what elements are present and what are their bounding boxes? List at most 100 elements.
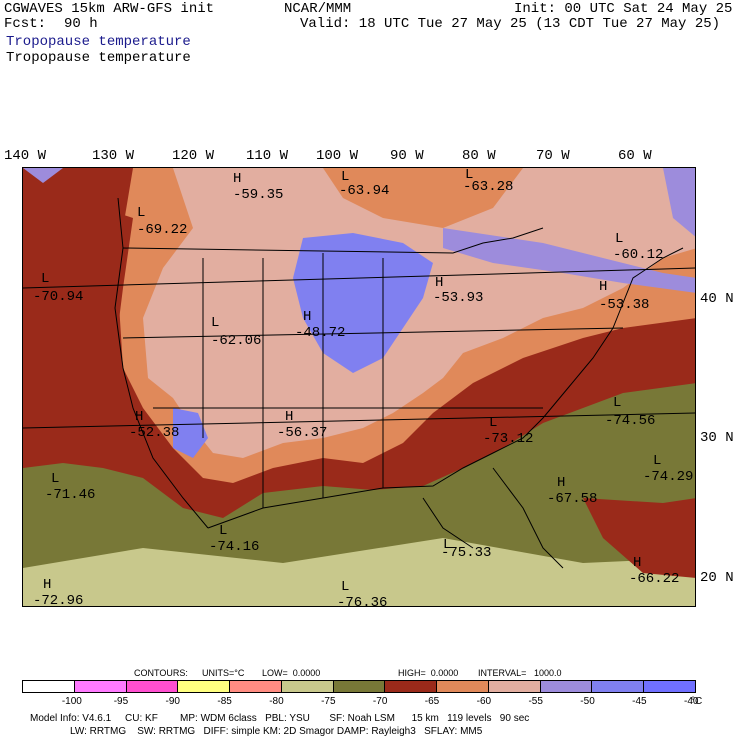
map-label-type: L (489, 415, 498, 431)
lon-label: 90 W (390, 148, 424, 164)
map-label-value: -74.16 (209, 539, 260, 555)
colorbar-swatch (540, 681, 593, 692)
fcst-label: Fcst: (4, 16, 47, 32)
lat-label: 40 N (700, 291, 734, 307)
map-label-type: H (435, 275, 444, 291)
map-label-type: L (341, 169, 350, 185)
field-title: Tropopause temperature (6, 50, 191, 66)
lon-label: 70 W (536, 148, 570, 164)
map-label-value: -62.06 (211, 333, 262, 349)
map-label-value: -56.37 (277, 425, 328, 441)
contours-interval: INTERVAL= 1000.0 (478, 668, 562, 678)
map-label-value: -71.46 (45, 487, 96, 503)
map-label-type: L (653, 453, 662, 469)
init-time: Init: 00 UTC Sat 24 May 25 (514, 1, 733, 17)
map-label-value: -76.36 (337, 595, 388, 607)
colorbar-tick-label: -80 (269, 696, 284, 707)
temperature-field-map (23, 168, 695, 606)
map-label-value: -70.94 (33, 289, 84, 305)
lon-label: 80 W (462, 148, 496, 164)
colorbar-swatch (385, 681, 438, 692)
colorbar-tick-label: -95 (113, 696, 129, 707)
map-label-type: L (341, 579, 350, 595)
map-label-type: L (137, 205, 146, 221)
lon-label: 140 W (4, 148, 47, 164)
colorbar-tick-label: -65 (424, 696, 440, 707)
map-label-type: H (557, 475, 566, 491)
map-label-value: -53.38 (599, 297, 650, 313)
map-label-value: -72.96 (33, 593, 84, 607)
physics-info-line: LW: RRTMG SW: RRTMG DIFF: simple KM: 2D … (70, 726, 483, 737)
colorbar-swatch (437, 681, 489, 692)
map-label-value: -74.56 (605, 413, 656, 429)
model-title: CGWAVES 15km ARW-GFS init (4, 1, 215, 17)
map-label-type: H (633, 555, 642, 571)
map-label-type: L (615, 231, 624, 247)
model-info-line: Model Info: V4.6.1 CU: KF MP: WDM 6class… (30, 713, 530, 724)
map-label-type: L (465, 167, 474, 183)
colorbar-swatch (74, 681, 127, 692)
map-label-type: H (233, 171, 242, 187)
map-label-type: L (211, 315, 220, 331)
map-label-value: -75.33 (441, 545, 492, 561)
map-label-value: -60.12 (613, 247, 664, 263)
contours-label: CONTOURS: (134, 668, 188, 678)
colorbar-tick-label: -85 (217, 696, 232, 707)
colorbar-unit: °C (691, 696, 703, 707)
map-panel: H -59.35 L -63.94 L -63.28 L -69.22 L -6… (22, 167, 696, 607)
map-label-type: L (51, 471, 60, 487)
map-label-value: -63.94 (339, 183, 390, 199)
map-label-type: H (599, 279, 608, 295)
lon-label: 100 W (316, 148, 359, 164)
colorbar-swatch (230, 681, 282, 692)
colorbar-tick-label: -50 (580, 696, 595, 707)
map-label-type: H (285, 409, 294, 425)
map-label-value: -69.22 (137, 222, 188, 238)
map-label-value: -73.12 (483, 431, 534, 447)
map-label-value: -66.22 (629, 571, 680, 587)
map-label-value: -53.93 (433, 290, 484, 306)
colorbar (22, 680, 696, 693)
colorbar-swatch (644, 681, 695, 692)
colorbar-tick-label: -90 (165, 696, 180, 707)
colorbar-swatch (281, 681, 334, 692)
map-label-type: L (443, 537, 452, 553)
map-label-value: -67.58 (547, 491, 598, 507)
colorbar-swatch (488, 681, 541, 692)
map-label-type: H (43, 577, 52, 593)
field-title-colored: Tropopause temperature (6, 34, 191, 50)
lat-label: 30 N (700, 430, 734, 446)
fcst-value: 90 h (64, 16, 98, 32)
colorbar-swatch (592, 681, 645, 692)
lon-label: 130 W (92, 148, 135, 164)
colorbar-tick-label: -100 (61, 696, 82, 707)
colorbar-tick-label: -40 (684, 696, 699, 707)
colorbar-swatch (23, 681, 75, 692)
contours-units: UNITS=°C (202, 668, 245, 678)
contours-high: HIGH= 0.0000 (398, 668, 459, 678)
colorbar-tick-label: -75 (321, 696, 336, 707)
colorbar-tick-label: -45 (632, 696, 647, 707)
map-label-value: -59.35 (233, 187, 284, 203)
lat-label: 20 N (700, 570, 734, 586)
map-label-type: L (613, 395, 622, 411)
lon-label: 60 W (618, 148, 652, 164)
colorbar-swatch (333, 681, 386, 692)
colorbar-swatch (178, 681, 231, 692)
map-label-type: H (303, 309, 312, 325)
valid-time: Valid: 18 UTC Tue 27 May 25 (13 CDT Tue … (300, 16, 721, 32)
map-label-type: H (135, 409, 144, 425)
map-label-type: L (219, 523, 228, 539)
map-label-value: -52.38 (129, 425, 180, 441)
lon-label: 110 W (246, 148, 289, 164)
map-label-value: -48.72 (295, 325, 346, 341)
colorbar-tick-label: -60 (476, 696, 492, 707)
org-label: NCAR/MMM (284, 1, 352, 17)
lon-label: 120 W (172, 148, 215, 164)
colorbar-swatch (126, 681, 179, 692)
colorbar-tick-label: -55 (528, 696, 543, 707)
contours-low: LOW= 0.0000 (262, 668, 321, 678)
map-label-type: L (41, 271, 50, 287)
map-label-value: -74.29 (643, 469, 694, 485)
map-label-value: -63.28 (463, 179, 514, 195)
